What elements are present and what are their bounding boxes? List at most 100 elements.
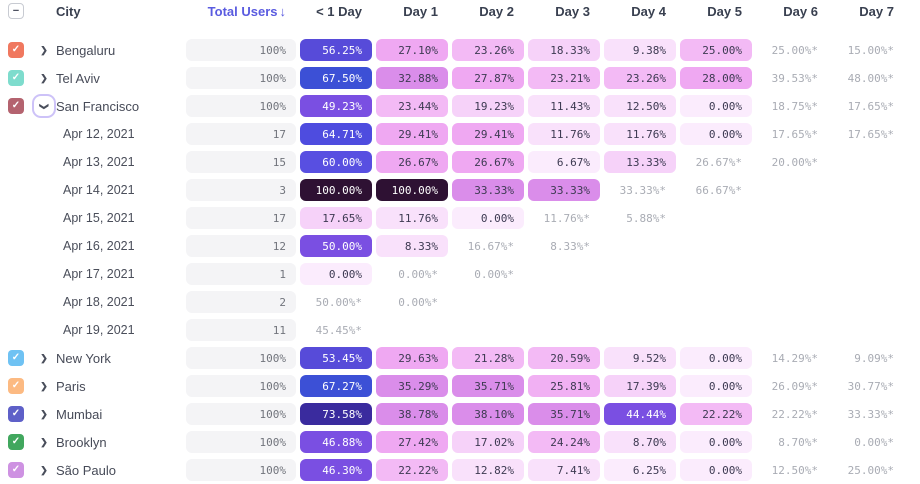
- retention-cell-estimated[interactable]: 33.33%*: [619, 183, 666, 197]
- retention-cell-estimated[interactable]: 18.75%*: [771, 99, 818, 113]
- retention-cell-estimated[interactable]: 0.00%*: [474, 267, 514, 281]
- retention-cell[interactable]: 12.50%: [604, 95, 676, 117]
- retention-cell[interactable]: 50.00%: [300, 235, 372, 257]
- retention-cell-estimated[interactable]: 0.00%*: [854, 435, 894, 449]
- retention-cell[interactable]: 22.22%: [680, 403, 752, 425]
- retention-cell-estimated[interactable]: 25.00%*: [847, 463, 894, 477]
- retention-cell-estimated[interactable]: 48.00%*: [847, 71, 894, 85]
- retention-cell[interactable]: 35.71%: [452, 375, 524, 397]
- retention-cell[interactable]: 22.22%: [376, 459, 448, 481]
- retention-cell[interactable]: 7.41%: [528, 459, 600, 481]
- chevron-right-icon[interactable]: ❯: [40, 436, 48, 447]
- chevron-right-icon[interactable]: ❯: [40, 464, 48, 475]
- retention-cell[interactable]: 26.67%: [376, 151, 448, 173]
- row-checkbox[interactable]: ✓: [8, 350, 24, 366]
- chevron-right-icon[interactable]: ❯: [40, 352, 48, 363]
- retention-cell[interactable]: 12.82%: [452, 459, 524, 481]
- retention-cell[interactable]: 27.42%: [376, 431, 448, 453]
- chevron-right-icon[interactable]: ❯: [40, 408, 48, 419]
- retention-cell[interactable]: 53.45%: [300, 347, 372, 369]
- retention-cell[interactable]: 46.88%: [300, 431, 372, 453]
- retention-cell[interactable]: 9.38%: [604, 39, 676, 61]
- retention-cell[interactable]: 6.67%: [528, 151, 600, 173]
- retention-cell[interactable]: 0.00%: [680, 347, 752, 369]
- retention-cell[interactable]: 25.00%: [680, 39, 752, 61]
- retention-cell[interactable]: 56.25%: [300, 39, 372, 61]
- retention-cell[interactable]: 18.33%: [528, 39, 600, 61]
- retention-cell[interactable]: 24.24%: [528, 431, 600, 453]
- retention-cell-estimated[interactable]: 15.00%*: [847, 43, 894, 57]
- retention-cell-estimated[interactable]: 16.67%*: [467, 239, 514, 253]
- retention-cell[interactable]: 38.78%: [376, 403, 448, 425]
- retention-cell[interactable]: 17.39%: [604, 375, 676, 397]
- retention-cell[interactable]: 35.71%: [528, 403, 600, 425]
- retention-cell[interactable]: 0.00%: [452, 207, 524, 229]
- retention-cell[interactable]: 100.00%: [376, 179, 448, 201]
- retention-cell[interactable]: 0.00%: [680, 95, 752, 117]
- retention-cell-estimated[interactable]: 9.09%*: [854, 351, 894, 365]
- retention-cell-estimated[interactable]: 8.70%*: [778, 435, 818, 449]
- retention-cell-estimated[interactable]: 39.53%*: [771, 71, 818, 85]
- chevron-right-icon[interactable]: ❯: [40, 380, 48, 391]
- retention-cell[interactable]: 21.28%: [452, 347, 524, 369]
- retention-cell[interactable]: 67.50%: [300, 67, 372, 89]
- retention-cell-estimated[interactable]: 0.00%*: [398, 267, 438, 281]
- retention-cell[interactable]: 49.23%: [300, 95, 372, 117]
- chevron-down-icon[interactable]: ❯: [39, 102, 50, 110]
- retention-cell[interactable]: 11.43%: [528, 95, 600, 117]
- row-checkbox[interactable]: ✓: [8, 378, 24, 394]
- row-checkbox[interactable]: ✓: [8, 434, 24, 450]
- retention-cell-estimated[interactable]: 5.88%*: [626, 211, 666, 225]
- retention-cell-estimated[interactable]: 8.33%*: [550, 239, 590, 253]
- column-header-total-users[interactable]: Total Users ↓: [186, 4, 296, 19]
- retention-cell[interactable]: 13.33%: [604, 151, 676, 173]
- retention-cell[interactable]: 46.30%: [300, 459, 372, 481]
- retention-cell[interactable]: 6.25%: [604, 459, 676, 481]
- retention-cell-estimated[interactable]: 11.76%*: [543, 211, 590, 225]
- retention-cell[interactable]: 35.29%: [376, 375, 448, 397]
- retention-cell[interactable]: 29.41%: [452, 123, 524, 145]
- retention-cell-estimated[interactable]: 25.00%*: [771, 43, 818, 57]
- retention-cell-estimated[interactable]: 33.33%*: [847, 407, 894, 421]
- retention-cell-estimated[interactable]: 30.77%*: [847, 379, 894, 393]
- chevron-right-icon[interactable]: ❯: [40, 44, 48, 55]
- retention-cell[interactable]: 25.81%: [528, 375, 600, 397]
- retention-cell[interactable]: 23.26%: [604, 67, 676, 89]
- retention-cell[interactable]: 44.44%: [604, 403, 676, 425]
- retention-cell[interactable]: 19.23%: [452, 95, 524, 117]
- retention-cell[interactable]: 73.58%: [300, 403, 372, 425]
- retention-cell-estimated[interactable]: 12.50%*: [771, 463, 818, 477]
- retention-cell[interactable]: 100.00%: [300, 179, 372, 201]
- retention-cell[interactable]: 20.59%: [528, 347, 600, 369]
- retention-cell[interactable]: 0.00%: [680, 459, 752, 481]
- row-checkbox[interactable]: ✓: [8, 42, 24, 58]
- retention-cell[interactable]: 8.33%: [376, 235, 448, 257]
- retention-cell-estimated[interactable]: 45.45%*: [315, 323, 362, 337]
- retention-cell[interactable]: 67.27%: [300, 375, 372, 397]
- retention-cell-estimated[interactable]: 26.09%*: [771, 379, 818, 393]
- retention-cell[interactable]: 11.76%: [604, 123, 676, 145]
- retention-cell-estimated[interactable]: 17.65%*: [847, 99, 894, 113]
- retention-cell[interactable]: 32.88%: [376, 67, 448, 89]
- retention-cell[interactable]: 9.52%: [604, 347, 676, 369]
- retention-cell[interactable]: 29.41%: [376, 123, 448, 145]
- retention-cell[interactable]: 27.10%: [376, 39, 448, 61]
- retention-cell[interactable]: 17.65%: [300, 207, 372, 229]
- retention-cell[interactable]: 29.63%: [376, 347, 448, 369]
- retention-cell[interactable]: 60.00%: [300, 151, 372, 173]
- retention-cell-estimated[interactable]: 26.67%*: [695, 155, 742, 169]
- retention-cell[interactable]: 0.00%: [300, 263, 372, 285]
- chevron-right-icon[interactable]: ❯: [40, 72, 48, 83]
- retention-cell[interactable]: 28.00%: [680, 67, 752, 89]
- row-checkbox[interactable]: ✓: [8, 406, 24, 422]
- retention-cell[interactable]: 23.21%: [528, 67, 600, 89]
- retention-cell[interactable]: 8.70%: [604, 431, 676, 453]
- retention-cell[interactable]: 0.00%: [680, 123, 752, 145]
- retention-cell-estimated[interactable]: 20.00%*: [771, 155, 818, 169]
- select-all-checkbox[interactable]: −: [8, 3, 24, 19]
- retention-cell[interactable]: 17.02%: [452, 431, 524, 453]
- retention-cell[interactable]: 27.87%: [452, 67, 524, 89]
- retention-cell-estimated[interactable]: 17.65%*: [847, 127, 894, 141]
- retention-cell-estimated[interactable]: 0.00%*: [398, 295, 438, 309]
- retention-cell[interactable]: 33.33%: [528, 179, 600, 201]
